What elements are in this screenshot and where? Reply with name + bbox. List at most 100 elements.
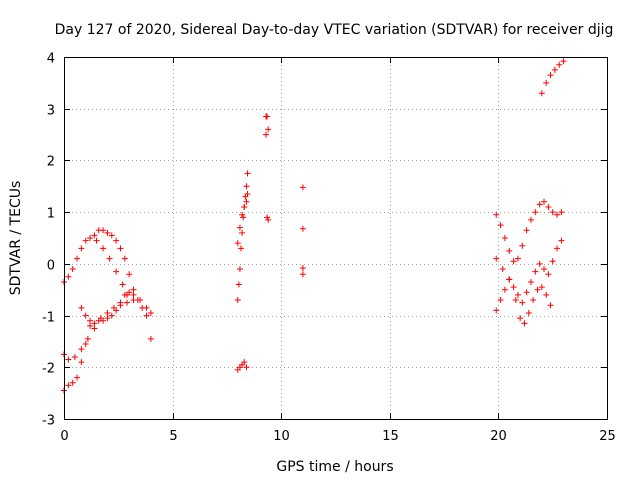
y-tick-label: 1 — [47, 207, 55, 222]
data-point — [100, 245, 107, 252]
data-point — [91, 232, 98, 239]
series-mid-points — [262, 113, 272, 223]
data-point — [91, 325, 98, 332]
data-point — [69, 379, 76, 386]
data-point — [521, 320, 528, 327]
x-tick-label: 10 — [273, 429, 290, 444]
data-point — [556, 61, 563, 68]
data-point — [243, 198, 250, 205]
data-point — [106, 255, 113, 262]
data-point — [123, 299, 130, 306]
data-point — [126, 271, 133, 278]
data-point — [240, 214, 247, 221]
plot-frame — [64, 57, 608, 420]
data-point — [139, 304, 146, 311]
data-point — [104, 315, 111, 322]
data-point — [543, 291, 550, 298]
data-point — [119, 281, 126, 288]
data-point — [547, 302, 554, 309]
data-point — [130, 286, 137, 293]
data-point — [558, 209, 565, 216]
x-tick-label: 15 — [382, 429, 399, 444]
data-point — [506, 276, 513, 283]
data-point — [512, 297, 519, 304]
data-point — [527, 278, 534, 285]
x-tick-label: 25 — [599, 429, 616, 444]
data-point — [65, 273, 72, 280]
data-point — [239, 211, 246, 218]
data-point — [82, 341, 89, 348]
data-point — [74, 255, 81, 262]
data-point — [264, 214, 271, 221]
data-point — [499, 266, 506, 273]
data-point — [234, 240, 241, 247]
data-point — [549, 209, 556, 216]
data-point — [514, 255, 521, 262]
data-point — [244, 170, 251, 177]
tick-layer: 0 5 10 15 20 25 -3 -2 -1 0 1 2 3 4 — [42, 52, 616, 445]
data-point — [493, 211, 500, 218]
data-point — [519, 242, 526, 249]
data-point — [517, 315, 524, 322]
data-point — [264, 113, 271, 120]
data-point — [497, 297, 504, 304]
data-point — [235, 281, 242, 288]
data-point — [545, 271, 552, 278]
data-point — [262, 131, 269, 138]
data-point — [78, 304, 85, 311]
y-tick-label: 3 — [47, 104, 55, 119]
y-tick-label: 4 — [47, 52, 55, 67]
data-point — [93, 237, 100, 244]
data-point — [560, 58, 567, 65]
data-point — [91, 320, 98, 327]
data-point — [538, 90, 545, 97]
data-point — [234, 297, 241, 304]
y-tick-label: -3 — [42, 414, 55, 429]
series-mid-low — [234, 359, 250, 373]
data-point — [558, 237, 565, 244]
data-point — [78, 346, 85, 353]
data-point — [497, 222, 504, 229]
data-point — [510, 284, 517, 291]
data-layer — [61, 58, 567, 394]
data-point — [65, 382, 72, 389]
data-point — [74, 374, 81, 381]
data-point — [243, 183, 250, 190]
data-point — [65, 356, 72, 363]
y-tick-label: -2 — [42, 362, 55, 377]
data-point — [84, 335, 91, 342]
data-point — [536, 260, 543, 267]
data-point — [514, 291, 521, 298]
data-point — [554, 211, 561, 218]
data-point — [104, 309, 111, 316]
data-point — [510, 258, 517, 265]
series-early-descending — [61, 297, 137, 363]
data-point — [541, 198, 548, 205]
data-point — [244, 191, 251, 198]
data-point — [113, 268, 120, 275]
data-point — [100, 227, 107, 234]
data-point — [547, 72, 554, 79]
series-early-arc-upper — [61, 235, 130, 298]
data-point — [238, 245, 245, 252]
data-point — [108, 232, 115, 239]
x-tick-label: 0 — [60, 429, 68, 444]
data-point — [121, 255, 128, 262]
data-point — [121, 291, 128, 298]
data-point — [538, 284, 545, 291]
data-point — [97, 315, 104, 322]
data-point — [87, 317, 94, 324]
data-point — [243, 364, 250, 371]
data-point — [126, 289, 133, 296]
y-axis-label: SDTVAR / TECUs — [8, 181, 24, 296]
data-point — [493, 255, 500, 262]
data-point — [82, 312, 89, 319]
data-point — [501, 235, 508, 241]
data-point — [147, 335, 154, 342]
series-late-loop — [493, 255, 554, 327]
series-late-top — [538, 58, 567, 97]
data-point — [239, 229, 246, 236]
data-point — [541, 266, 548, 273]
data-point — [241, 203, 248, 210]
